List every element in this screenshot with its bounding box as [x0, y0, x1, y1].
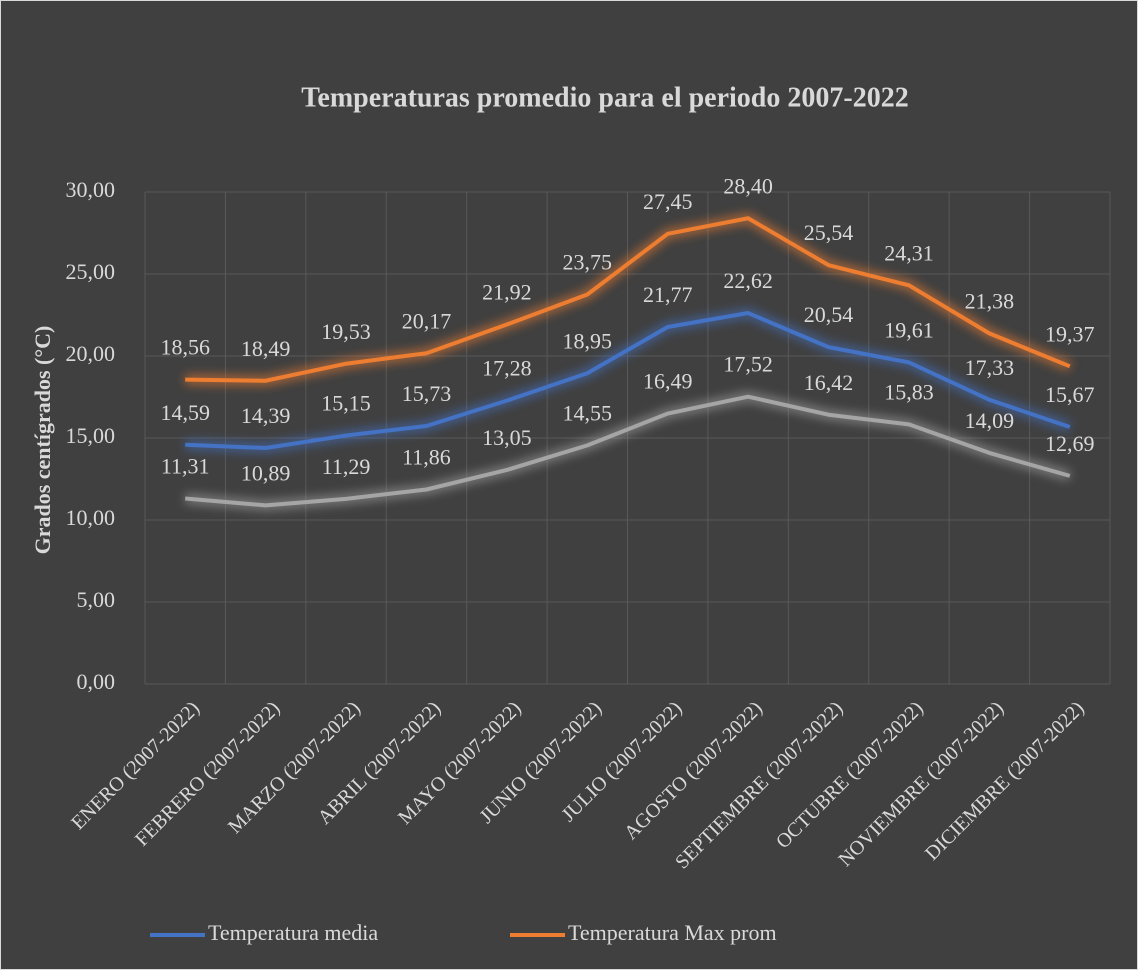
y-axis-label: Grados centígrados (°C)	[30, 326, 55, 555]
data-label: 18,56	[160, 335, 210, 360]
data-label: 21,38	[965, 288, 1015, 313]
data-label: 19,61	[884, 317, 934, 342]
data-label: 10,89	[241, 460, 291, 485]
data-label: 19,37	[1045, 321, 1095, 346]
y-tick-label: 20,00	[66, 341, 116, 366]
data-label: 27,45	[643, 189, 693, 214]
data-label: 24,31	[884, 240, 934, 265]
legend-label: Temperatura Max prom	[568, 920, 777, 945]
data-label: 14,55	[563, 400, 613, 425]
data-label: 25,54	[804, 220, 854, 245]
data-label: 14,09	[965, 408, 1015, 433]
line	[185, 216, 1071, 383]
data-label: 16,42	[804, 370, 854, 395]
chart-title: Temperaturas promedio para el periodo 20…	[301, 82, 908, 113]
y-tick-label: 0,00	[77, 669, 116, 694]
data-label: 20,17	[402, 308, 452, 333]
data-label: 28,40	[723, 173, 773, 198]
y-tick-label: 15,00	[66, 423, 116, 448]
data-label: 11,86	[402, 445, 451, 470]
data-label: 15,83	[884, 379, 934, 404]
y-tick-label: 25,00	[66, 259, 116, 284]
data-label: 14,59	[160, 400, 210, 425]
data-label: 21,92	[482, 280, 532, 305]
line	[185, 394, 1071, 508]
data-label: 20,54	[804, 302, 854, 327]
data-label: 13,05	[482, 425, 532, 450]
data-label: 12,69	[1045, 431, 1095, 456]
data-label: 15,67	[1045, 382, 1095, 407]
data-label: 19,53	[321, 319, 371, 344]
data-label: 23,75	[563, 250, 613, 275]
data-label: 11,31	[161, 454, 210, 479]
data-label: 18,95	[563, 328, 613, 353]
data-label: 17,28	[482, 356, 532, 381]
y-tick-label: 30,00	[66, 177, 116, 202]
y-tick-label: 10,00	[66, 505, 116, 530]
data-label: 21,77	[643, 282, 693, 307]
line	[185, 311, 1071, 451]
data-label: 17,52	[723, 352, 773, 377]
y-tick-label: 5,00	[77, 587, 116, 612]
data-label: 15,73	[402, 381, 452, 406]
data-label: 16,49	[643, 369, 693, 394]
data-label: 11,29	[322, 454, 371, 479]
data-label: 17,33	[965, 355, 1015, 380]
data-label: 15,15	[321, 391, 371, 416]
data-label: 14,39	[241, 403, 291, 428]
legend-label: Temperatura media	[208, 920, 378, 945]
data-label: 22,62	[723, 268, 773, 293]
data-label: 18,49	[241, 336, 291, 361]
